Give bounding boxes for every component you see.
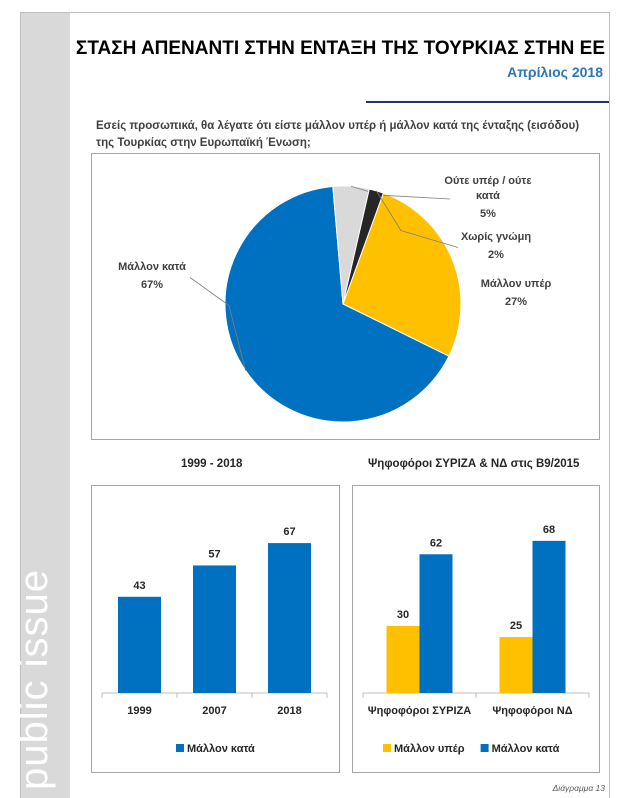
pie-leader-line bbox=[189, 277, 246, 371]
legend-label: Μάλλον υπέρ bbox=[394, 743, 465, 755]
bar-value-label: 67 bbox=[283, 526, 295, 538]
bar-chart-2: 30 62 Ψηφοφόροι ΣΥΡΙΖΑ 25 68 Ψηφοφόροι ΝΔ Μάλλ… bbox=[362, 524, 590, 755]
pie-label: Μάλλον κατά bbox=[118, 261, 186, 273]
bar-value-label: 30 bbox=[397, 609, 409, 621]
page-frame bbox=[20, 12, 610, 798]
x-tick-label: 2007 bbox=[202, 705, 226, 717]
pie-chart: Μάλλον υπέρ 27% Μάλλον κατά 67% Ούτε υπέρ / … bbox=[118, 175, 552, 423]
bar bbox=[193, 565, 236, 693]
bar-value-label: 68 bbox=[543, 524, 555, 536]
legend-swatch bbox=[383, 744, 391, 752]
pie-value-label: 67% bbox=[141, 279, 163, 291]
bar bbox=[268, 543, 311, 693]
bar-value-label: 25 bbox=[510, 620, 522, 632]
bar-chart-2-panel: 30 62 Ψηφοφόροι ΣΥΡΙΖΑ 25 68 Ψηφοφόροι ΝΔ Μάλλ… bbox=[352, 485, 600, 773]
bar-chart-1-panel: 43 1999 57 2007 67 2018 Μάλλον κατά bbox=[91, 485, 340, 773]
diagram-number: Διάγραμμα 13 bbox=[552, 783, 605, 793]
pie-label: Χωρίς γνώμη bbox=[461, 231, 531, 243]
x-tick-label: 1999 bbox=[127, 705, 151, 717]
pie-label: Μάλλον υπέρ bbox=[481, 278, 552, 290]
pie-value-label: 2% bbox=[488, 249, 504, 261]
bar-value-label: 43 bbox=[133, 580, 145, 592]
bar-chart-1: 43 1999 57 2007 67 2018 Μάλλον κατά bbox=[101, 526, 328, 755]
legend-swatch bbox=[176, 744, 184, 752]
legend-swatch bbox=[480, 744, 489, 752]
bar-value-label: 62 bbox=[430, 537, 442, 549]
pie-leader-line bbox=[376, 190, 459, 248]
bar-chart-2-title: Ψηφοφόροι ΣΥΡΙΖΑ & ΝΔ στις Β9/2015 bbox=[368, 458, 580, 470]
side-strip bbox=[21, 13, 70, 798]
bar bbox=[532, 540, 566, 693]
x-tick-label: Ψηφοφόροι ΝΔ bbox=[492, 705, 572, 717]
pie-label: Ούτε υπέρ / ούτε κατά bbox=[444, 175, 532, 202]
survey-question: Εσείς προσωπικά, θα λέγατε ότι είστε μάλ… bbox=[96, 120, 580, 149]
bar bbox=[118, 596, 161, 693]
x-tick-label: 2018 bbox=[277, 705, 301, 717]
pie-value-label: 5% bbox=[480, 208, 496, 220]
page-title: ΣΤΑΣΗ ΑΠΕΝΑΝΤΙ ΣΤΗΝ ΕΝΤΑΞΗ ΤΗΣ ΤΟΥΡΚΙΑΣ … bbox=[75, 38, 605, 59]
bar bbox=[499, 637, 533, 693]
page-subtitle: Απρίλιος 2018 bbox=[507, 64, 603, 80]
bar bbox=[419, 554, 453, 693]
bar bbox=[386, 625, 420, 693]
legend-label: Μάλλον κατά bbox=[492, 743, 560, 755]
legend-label: Μάλλον κατά bbox=[187, 743, 255, 755]
bar-chart-1-title: 1999 - 2018 bbox=[181, 458, 243, 470]
brand-logo: public issue bbox=[12, 568, 56, 790]
pie-slice bbox=[342, 192, 462, 357]
x-tick-label: Ψηφοφόροι ΣΥΡΙΖΑ bbox=[368, 705, 471, 717]
pie-value-label: 27% bbox=[505, 296, 527, 308]
bar-value-label: 57 bbox=[208, 548, 220, 560]
title-rule bbox=[366, 101, 609, 103]
pie-chart-panel: Μάλλον υπέρ 27% Μάλλον κατά 67% Ούτε υπέρ / … bbox=[91, 153, 600, 440]
